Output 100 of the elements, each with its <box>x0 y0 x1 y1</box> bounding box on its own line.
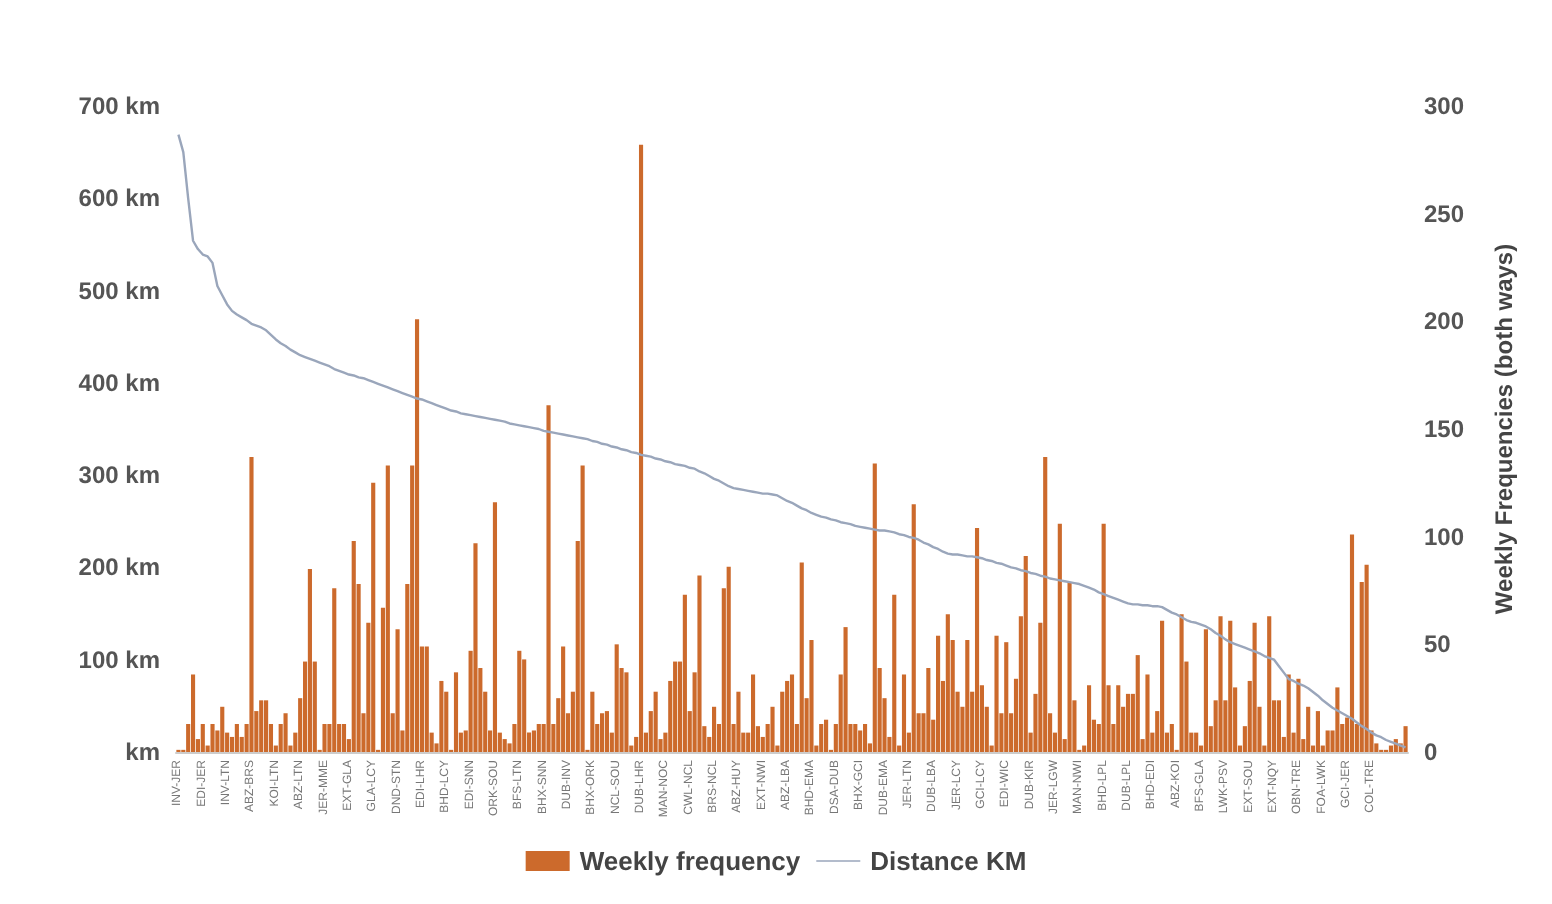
bar <box>1004 642 1009 752</box>
bar <box>936 635 941 752</box>
bar <box>264 700 269 752</box>
bar <box>1403 726 1408 752</box>
bar <box>341 724 347 752</box>
bar <box>600 713 605 752</box>
bar <box>1023 556 1028 752</box>
bar <box>536 724 541 752</box>
y2-tick-label: 150 <box>1424 415 1465 443</box>
bar <box>502 739 507 752</box>
y-tick-label: 200 km <box>78 553 160 582</box>
bar <box>190 674 196 752</box>
bar <box>1101 523 1106 752</box>
bar <box>322 724 327 752</box>
bar <box>1228 620 1233 752</box>
bar <box>1286 674 1291 752</box>
bar <box>736 691 741 752</box>
bar <box>1203 629 1208 752</box>
y-tick-label: 500 km <box>78 276 160 305</box>
bar <box>872 463 877 752</box>
bar <box>1135 655 1140 752</box>
bar <box>819 724 824 752</box>
bar <box>1179 614 1184 752</box>
bar <box>1169 724 1174 752</box>
bar <box>439 680 444 752</box>
bar <box>1296 678 1301 752</box>
bar <box>492 502 498 752</box>
bar <box>517 650 522 752</box>
bar <box>1335 687 1340 752</box>
bar <box>682 594 687 752</box>
bar <box>307 568 312 752</box>
y2-tick-label: 0 <box>1424 738 1438 766</box>
bar <box>770 706 775 752</box>
y2-tick-label: 50 <box>1424 630 1452 659</box>
bar <box>726 566 731 752</box>
y2-axis-title: Weekly Frequencies (both ways) <box>1490 243 1518 615</box>
y-tick-label: 400 km <box>78 368 160 397</box>
bar <box>1067 581 1072 752</box>
bar <box>1252 622 1257 752</box>
bar <box>750 674 756 752</box>
y-tick-label: 600 km <box>78 184 160 213</box>
bar <box>1276 700 1282 752</box>
y-tick-label: km <box>125 738 160 766</box>
bar <box>424 646 429 752</box>
bar <box>249 456 254 752</box>
bar <box>395 629 400 752</box>
bar <box>974 528 980 752</box>
bar <box>901 674 907 752</box>
bar <box>843 627 848 752</box>
bar <box>853 724 858 752</box>
bar <box>1325 730 1330 752</box>
bar <box>809 640 814 752</box>
bar <box>453 672 459 752</box>
bar <box>385 465 390 752</box>
bar <box>590 691 595 752</box>
bar <box>210 724 215 752</box>
bar <box>200 724 205 752</box>
bar <box>351 540 356 752</box>
bar <box>892 594 897 752</box>
bar <box>965 640 970 752</box>
y2-tick-label: 100 <box>1424 522 1465 551</box>
bar <box>697 575 702 752</box>
bar <box>1043 456 1048 752</box>
y2-tick-label: 250 <box>1424 199 1465 228</box>
y2-tick-label: 200 <box>1424 307 1465 336</box>
bar <box>546 405 551 752</box>
y-tick-label: 300 km <box>78 461 160 490</box>
bar <box>653 691 658 752</box>
bar <box>580 465 585 752</box>
bar <box>259 700 264 752</box>
bar <box>1306 706 1311 752</box>
bar <box>799 562 804 752</box>
bar <box>1218 616 1223 752</box>
bar <box>862 724 868 752</box>
bar <box>1145 674 1150 752</box>
bar <box>624 672 629 752</box>
legend-label: Weekly frequency <box>579 846 802 876</box>
bar <box>283 713 288 752</box>
bar <box>604 711 610 752</box>
y-tick-label: 700 km <box>78 92 160 120</box>
bar <box>531 730 536 752</box>
bar <box>785 680 790 752</box>
bar <box>994 635 999 752</box>
bar <box>561 646 566 752</box>
bar <box>911 504 916 752</box>
bar <box>1057 523 1062 752</box>
bar <box>1364 564 1369 752</box>
bar <box>858 730 863 752</box>
bar <box>522 659 527 752</box>
bar <box>220 706 225 752</box>
bar <box>1349 534 1355 752</box>
bar <box>1116 685 1121 752</box>
legend-label: Distance KM <box>870 846 1027 876</box>
bar <box>1125 693 1131 752</box>
bar <box>371 482 376 752</box>
bar <box>712 706 717 752</box>
bar <box>1315 711 1320 752</box>
bar <box>473 543 478 752</box>
y2-tick-label: 300 <box>1424 92 1465 120</box>
bar <box>414 319 420 752</box>
